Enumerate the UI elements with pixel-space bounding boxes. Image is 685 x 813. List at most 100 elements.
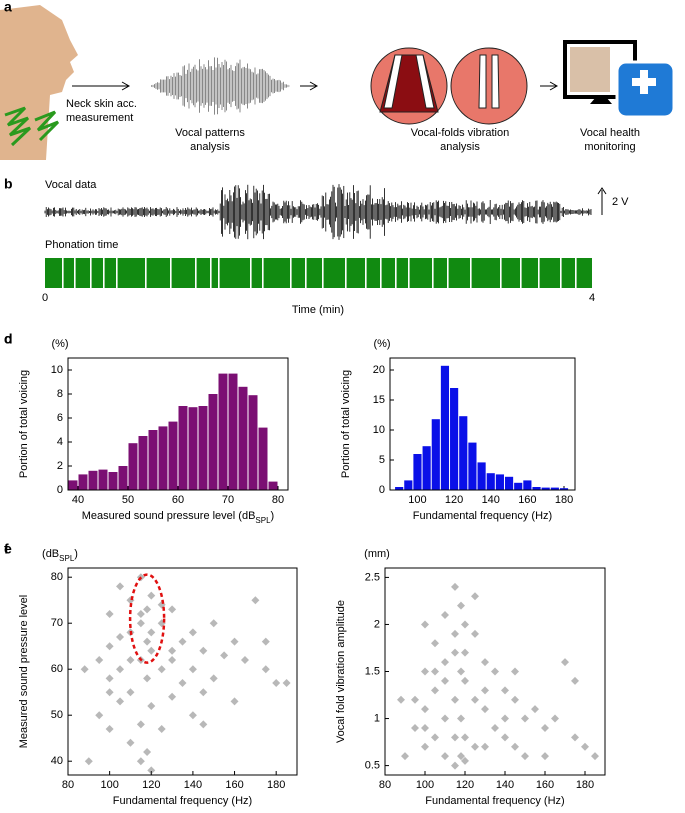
panel-label: a <box>4 0 12 15</box>
point <box>501 733 509 742</box>
point <box>116 633 125 641</box>
x-tick-label: 140 <box>496 779 514 791</box>
y-unit-part: ) <box>74 548 78 560</box>
y-tick-label: 10 <box>51 364 63 376</box>
point <box>95 711 104 720</box>
point <box>421 705 429 714</box>
x-tick-label: 180 <box>555 494 573 506</box>
bar <box>88 470 98 490</box>
point <box>581 742 589 751</box>
point <box>282 679 291 687</box>
x-tick-label: 160 <box>518 494 536 506</box>
bar <box>238 386 248 490</box>
point <box>471 629 479 638</box>
row-label: Vocal data <box>45 179 97 191</box>
point <box>126 656 135 664</box>
vocal-waveform <box>44 184 592 240</box>
bar <box>486 473 495 490</box>
step-label: monitoring <box>584 141 635 153</box>
bar <box>541 487 550 490</box>
point <box>451 761 459 770</box>
gap <box>145 258 147 288</box>
step-label: measurement <box>66 112 133 124</box>
gap <box>218 258 220 288</box>
panel-label: e <box>4 541 12 557</box>
x-axis-label: Fundamental frequency (Hz) <box>113 795 252 807</box>
gap <box>380 258 382 288</box>
row-label: Phonation time <box>45 239 118 251</box>
point <box>230 697 239 706</box>
point <box>461 648 469 657</box>
point <box>457 601 465 610</box>
point <box>531 705 539 714</box>
point <box>421 620 429 629</box>
point <box>147 591 156 600</box>
y-tick-label: 10 <box>373 424 385 436</box>
point <box>116 697 125 706</box>
x-tick-label: 60 <box>172 494 184 506</box>
y-tick-label: 2.5 <box>365 571 380 583</box>
bar <box>208 394 218 490</box>
point <box>471 695 479 704</box>
point <box>461 733 469 742</box>
point <box>451 695 459 704</box>
bar <box>523 480 532 490</box>
scale-bar <box>597 187 607 215</box>
point <box>147 646 156 655</box>
point <box>461 676 469 685</box>
point <box>441 658 449 667</box>
gap <box>116 258 118 288</box>
step-label: Vocal patterns <box>175 127 245 139</box>
gap <box>170 258 172 288</box>
gap <box>575 258 577 288</box>
point <box>157 665 166 674</box>
point <box>481 705 489 714</box>
y-unit: (%) <box>373 338 390 350</box>
point <box>521 752 529 761</box>
point <box>451 629 459 638</box>
monitor-screen <box>570 47 610 92</box>
gap <box>470 258 472 288</box>
bar <box>258 427 268 490</box>
point <box>240 656 249 664</box>
y-tick-label: 1.5 <box>365 665 380 677</box>
point <box>178 679 187 687</box>
x-axis-label: Fundamental frequency (Hz) <box>413 510 552 522</box>
y-tick-label: 0 <box>379 484 385 496</box>
panel-label: f <box>4 541 9 557</box>
point <box>105 688 114 697</box>
point <box>220 651 229 660</box>
x-axis-label: Measured sound pressure level (dBSPL) <box>82 510 274 525</box>
waveform-icon <box>151 57 290 115</box>
plot-frame <box>389 357 576 491</box>
point <box>188 711 197 720</box>
point <box>457 667 465 676</box>
x-axis-label-part: Measured sound pressure level (dB <box>82 510 256 522</box>
gap <box>290 258 292 288</box>
gap <box>103 258 105 288</box>
gap <box>210 258 212 288</box>
vocal-folds-closed <box>450 47 528 125</box>
point <box>521 714 529 723</box>
point <box>136 619 145 628</box>
bar <box>404 480 413 490</box>
x-axis-label: Fundamental frequency (Hz) <box>425 795 564 807</box>
point <box>457 752 465 761</box>
point <box>421 742 429 751</box>
x-tick-label: 80 <box>62 779 74 791</box>
point <box>441 752 449 761</box>
y-tick-label: 80 <box>51 571 63 583</box>
x-tick-label: 120 <box>445 494 463 506</box>
point <box>199 646 208 655</box>
bar <box>158 426 168 490</box>
point <box>461 620 469 629</box>
bar <box>532 487 541 490</box>
point <box>431 667 439 676</box>
point <box>451 648 459 657</box>
point <box>126 738 135 747</box>
step-label: analysis <box>190 141 230 153</box>
point <box>431 733 439 742</box>
gap <box>560 258 562 288</box>
bar <box>128 443 138 490</box>
point <box>143 748 152 756</box>
